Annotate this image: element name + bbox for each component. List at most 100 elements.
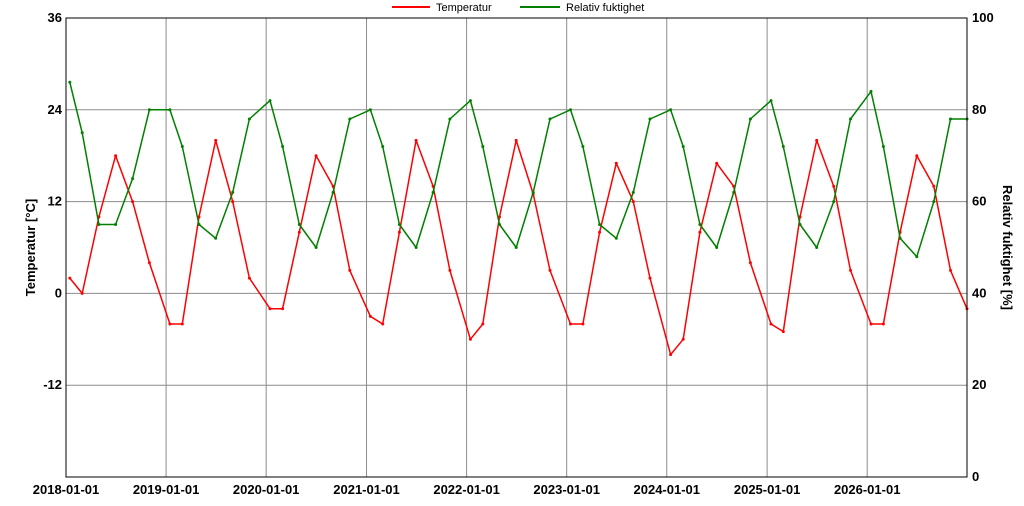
legend-label-relativ-fuktighet: Relativ fuktighet (566, 2, 644, 14)
right-axis-title: Relativ fuktighet [%] (1000, 185, 1015, 310)
legend-label-temperatur: Temperatur (436, 2, 492, 14)
data-point-temperatur (414, 138, 418, 142)
x-tick-label: 2026-01-01 (834, 482, 901, 497)
data-point-relativ-fuktighet (168, 108, 172, 112)
data-point-temperatur (314, 154, 318, 158)
data-point-relativ-fuktighet (297, 223, 301, 226)
right-axis: 0 20 40 60 80 100 (972, 10, 994, 484)
x-tick-label: 2019-01-01 (133, 482, 200, 497)
data-point-relativ-fuktighet (314, 246, 318, 249)
data-point-temperatur (168, 322, 172, 326)
data-point-temperatur (881, 322, 885, 326)
right-tick-label: 0 (972, 469, 979, 484)
data-point-temperatur (715, 161, 719, 165)
series-layer (68, 80, 969, 357)
data-point-relativ-fuktighet (114, 223, 118, 226)
data-point-relativ-fuktighet (180, 145, 184, 148)
data-point-temperatur (781, 330, 785, 334)
right-tick-label: 40 (972, 285, 986, 300)
series-line-relativ-fuktighet (69, 82, 967, 258)
data-point-relativ-fuktighet (815, 246, 819, 249)
data-point-relativ-fuktighet (498, 223, 501, 226)
data-point-temperatur (80, 291, 84, 295)
data-point-temperatur (698, 230, 702, 234)
x-tick-label: 2025-01-01 (734, 482, 801, 497)
data-point-relativ-fuktighet (798, 223, 802, 226)
data-point-relativ-fuktighet (614, 236, 618, 240)
data-point-temperatur (397, 230, 401, 234)
data-point-temperatur (949, 268, 952, 272)
data-point-temperatur (281, 307, 285, 311)
data-point-temperatur (832, 184, 836, 188)
data-point-relativ-fuktighet (898, 236, 902, 240)
left-tick-label: 0 (55, 285, 62, 300)
data-point-temperatur (748, 261, 752, 265)
data-point-relativ-fuktighet (581, 145, 585, 148)
data-point-temperatur (468, 337, 472, 341)
left-tick-label: 24 (48, 102, 63, 117)
data-point-relativ-fuktighet (381, 145, 385, 148)
data-point-relativ-fuktighet (414, 246, 418, 249)
data-point-relativ-fuktighet (748, 117, 752, 121)
data-point-temperatur (815, 138, 819, 142)
right-tick-label: 20 (972, 377, 986, 392)
data-point-relativ-fuktighet (849, 117, 852, 121)
data-point-temperatur (348, 268, 352, 272)
data-point-relativ-fuktighet (915, 255, 919, 259)
data-point-relativ-fuktighet (331, 190, 335, 194)
data-point-relativ-fuktighet (197, 223, 201, 226)
data-point-temperatur (932, 184, 936, 188)
data-point-relativ-fuktighet (881, 145, 885, 148)
data-point-relativ-fuktighet (214, 236, 218, 240)
data-point-temperatur (147, 261, 151, 265)
data-point-relativ-fuktighet (698, 223, 702, 226)
data-point-relativ-fuktighet (247, 117, 251, 121)
data-point-temperatur (648, 276, 652, 280)
data-point-relativ-fuktighet (448, 117, 452, 121)
x-tick-label: 2021-01-01 (333, 482, 400, 497)
data-point-relativ-fuktighet (231, 190, 235, 194)
left-axis-title: Temperatur [°C] (23, 199, 38, 296)
data-point-temperatur (180, 322, 184, 326)
data-point-temperatur (769, 322, 773, 326)
data-point-temperatur (869, 322, 873, 326)
data-point-relativ-fuktighet (781, 145, 785, 148)
data-point-temperatur (214, 138, 218, 142)
data-point-temperatur (297, 230, 301, 234)
data-point-temperatur (114, 154, 118, 158)
data-point-temperatur (581, 322, 585, 326)
data-point-temperatur (915, 154, 919, 158)
data-point-temperatur (614, 161, 618, 165)
data-point-relativ-fuktighet (598, 223, 602, 226)
left-axis: -12 0 12 24 36 (43, 10, 63, 392)
right-tick-label: 100 (972, 10, 994, 25)
right-tick-label: 80 (972, 102, 986, 117)
right-tick-label: 60 (972, 194, 986, 209)
data-point-temperatur (381, 322, 385, 326)
series-line-temperatur (69, 139, 968, 356)
data-point-temperatur (68, 276, 72, 280)
data-point-relativ-fuktighet (681, 145, 685, 148)
data-point-relativ-fuktighet (368, 108, 372, 112)
data-point-relativ-fuktighet (131, 177, 135, 181)
data-point-temperatur (569, 322, 572, 326)
x-tick-label: 2020-01-01 (233, 482, 300, 497)
data-point-relativ-fuktighet (869, 89, 873, 93)
data-point-relativ-fuktighet (97, 223, 101, 226)
data-point-temperatur (681, 337, 685, 341)
data-point-relativ-fuktighet (569, 108, 572, 112)
data-point-relativ-fuktighet (732, 190, 736, 194)
x-tick-label: 2018-01-01 (33, 482, 100, 497)
data-point-temperatur (669, 353, 673, 357)
series-temperatur (68, 138, 969, 357)
plot-frame (65, 17, 968, 478)
data-point-temperatur (131, 200, 135, 204)
data-point-relativ-fuktighet (348, 117, 352, 121)
data-point-temperatur (368, 314, 372, 318)
data-point-relativ-fuktighet (80, 131, 84, 135)
data-point-relativ-fuktighet (715, 246, 719, 249)
data-point-relativ-fuktighet (531, 190, 535, 194)
data-point-relativ-fuktighet (68, 80, 72, 84)
